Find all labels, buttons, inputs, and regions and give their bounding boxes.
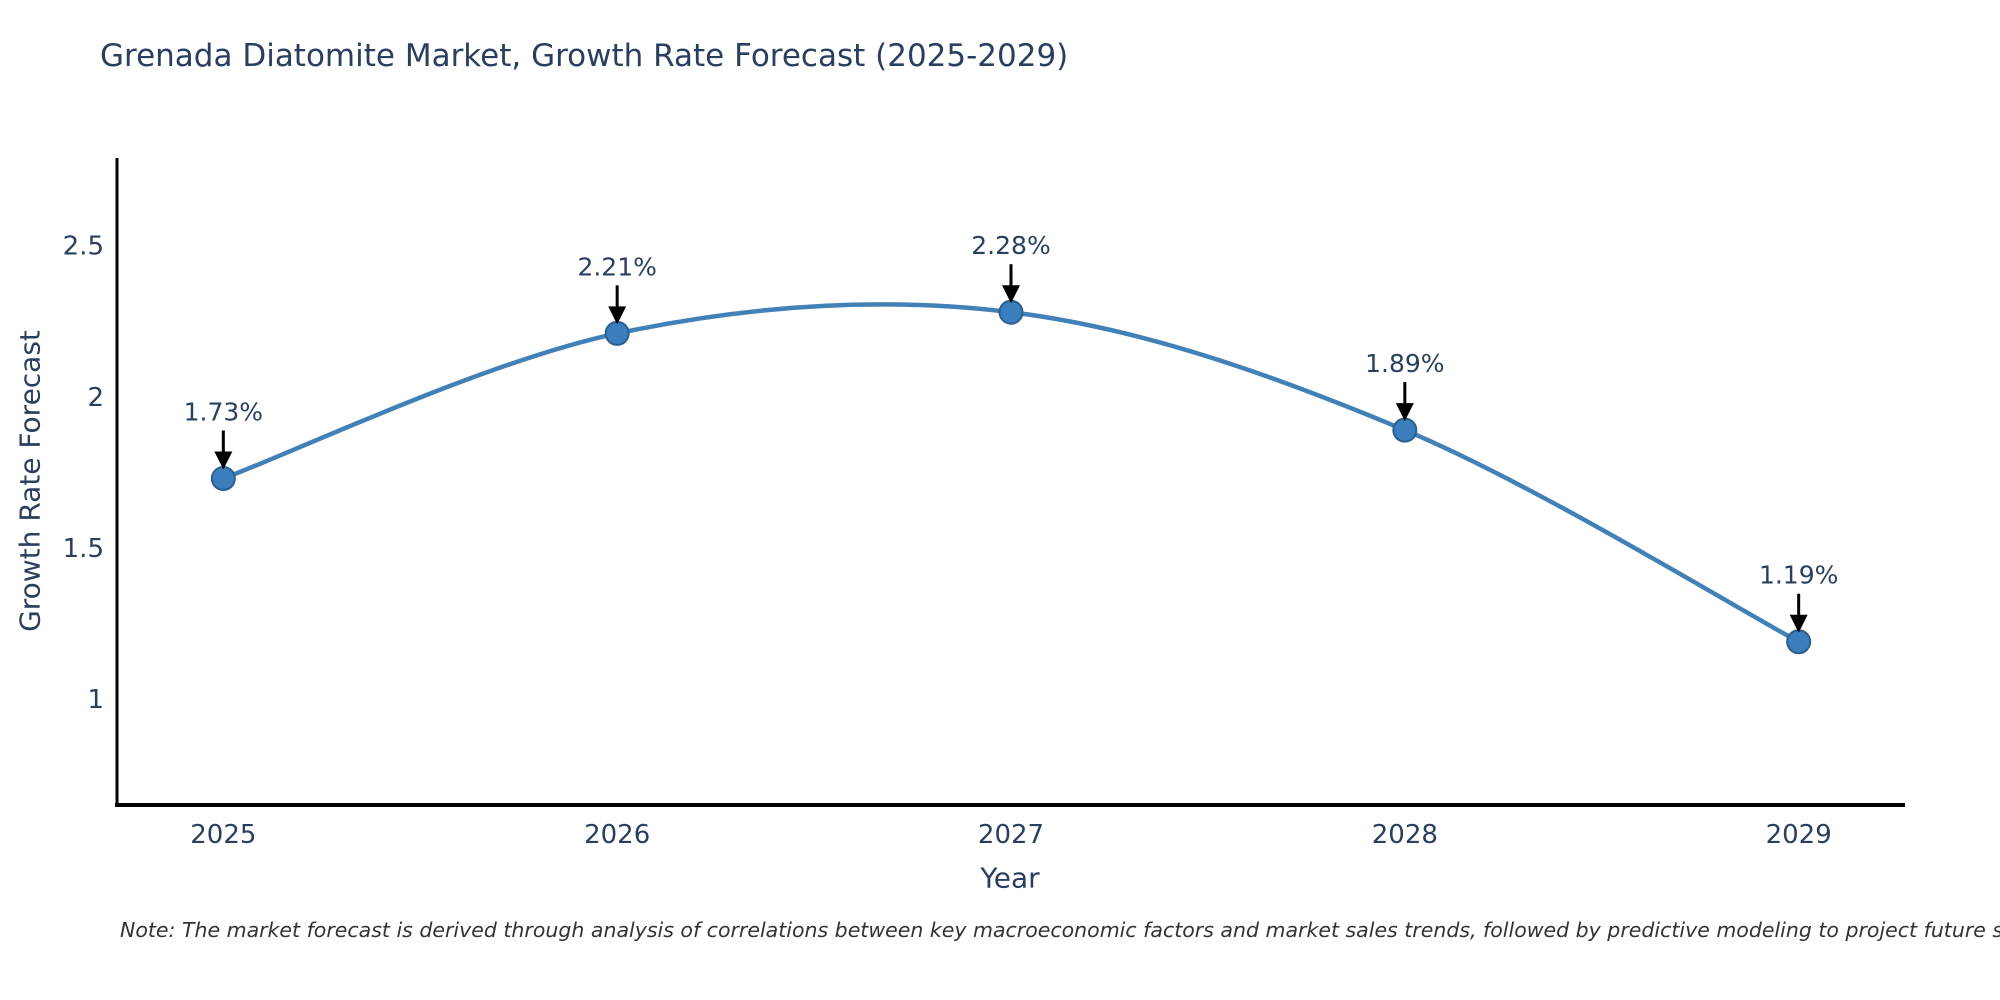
data-point-2026[interactable] bbox=[604, 320, 630, 346]
y-tick-label: 2.5 bbox=[63, 232, 104, 262]
annotation-label: 1.19% bbox=[1759, 561, 1838, 590]
annotation-arrowhead-icon bbox=[1395, 403, 1414, 422]
chart-title: Grenada Diatomite Market, Growth Rate Fo… bbox=[100, 38, 1069, 74]
annotation-label: 2.28% bbox=[971, 231, 1050, 260]
x-tick-label: 2025 bbox=[190, 820, 256, 850]
chart-footnote: Note: The market forecast is derived thr… bbox=[120, 918, 2000, 942]
annotation-label: 1.89% bbox=[1365, 349, 1444, 378]
data-point-2029[interactable] bbox=[1786, 629, 1812, 655]
data-point-2025[interactable] bbox=[210, 465, 236, 491]
x-tick-label: 2028 bbox=[1372, 820, 1438, 850]
y-tick-label: 1.5 bbox=[63, 534, 104, 564]
annotation-label: 1.73% bbox=[184, 397, 263, 426]
trend-line bbox=[222, 302, 1800, 644]
data-point-2027[interactable] bbox=[998, 299, 1024, 325]
y-tick-label: 1 bbox=[87, 685, 104, 715]
annotation-arrowhead-icon bbox=[1789, 614, 1808, 633]
annotation-arrowhead-icon bbox=[214, 451, 233, 470]
x-axis-title: Year bbox=[980, 861, 1040, 895]
annotation-arrowhead-icon bbox=[608, 306, 627, 325]
annotation-label: 2.21% bbox=[577, 252, 656, 281]
x-tick-label: 2029 bbox=[1766, 820, 1832, 850]
x-tick-label: 2027 bbox=[978, 820, 1044, 850]
x-tick-label: 2026 bbox=[584, 820, 650, 850]
annotation-arrowhead-icon bbox=[1002, 285, 1020, 304]
y-tick-label: 2 bbox=[87, 383, 104, 413]
y-axis-title: Growth Rate Forecast bbox=[13, 330, 47, 632]
data-point-2028[interactable] bbox=[1392, 417, 1418, 443]
